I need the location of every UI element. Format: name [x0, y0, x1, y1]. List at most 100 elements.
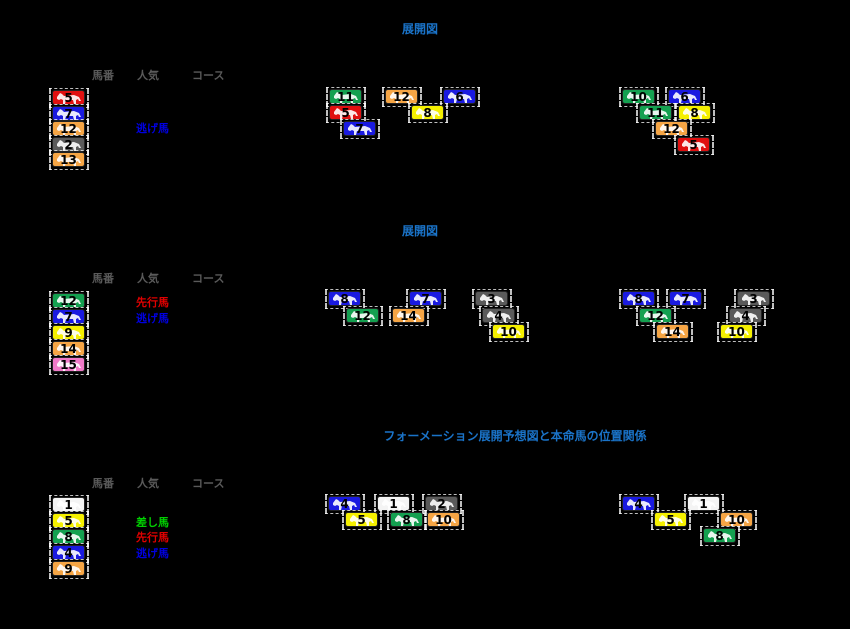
- horse-number: 7: [681, 292, 690, 306]
- horse-number: 5: [64, 91, 73, 105]
- header-course: コース: [192, 69, 225, 82]
- horse-badge-8: 8: [619, 289, 659, 309]
- horse-icon: [57, 500, 81, 511]
- header-popularity: 人気: [137, 69, 159, 82]
- horse-badge-10: 10: [717, 510, 757, 530]
- horse-badge-5: 5: [651, 510, 691, 530]
- horse-icon: [57, 296, 81, 307]
- horse-icon: [57, 548, 81, 559]
- horse-number: 1: [64, 498, 73, 512]
- horse-icon: [627, 92, 651, 103]
- horse-number: 10: [728, 325, 745, 339]
- horse-icon: [673, 92, 697, 103]
- horse-number: 6: [455, 90, 464, 104]
- horse-number: 14: [60, 342, 77, 356]
- horse-badge-9: 9: [49, 323, 89, 343]
- header-popularity: 人気: [137, 272, 159, 285]
- horse-icon: [57, 312, 81, 323]
- horse-icon: [57, 360, 81, 371]
- horse-number: 12: [663, 122, 680, 136]
- horse-badge-1: 1: [49, 495, 89, 515]
- section-2-title: 展開図: [401, 224, 439, 238]
- header-course: コース: [192, 272, 225, 285]
- horse-badge-6: 6: [440, 87, 480, 107]
- horse-badge-14: 14: [653, 322, 693, 342]
- horse-badge-3: 3: [472, 289, 512, 309]
- horse-number: 2: [64, 138, 73, 152]
- horse-number: 8: [340, 292, 349, 306]
- horse-badge-8: 8: [408, 103, 448, 123]
- horse-badge-5: 5: [342, 510, 382, 530]
- horse-badge-10: 10: [717, 322, 757, 342]
- horse-badge-10: 10: [424, 510, 464, 530]
- horse-icon: [734, 311, 758, 322]
- horse-icon: [480, 294, 504, 305]
- horse-number: 10: [630, 90, 647, 104]
- horse-number: 4: [340, 497, 349, 511]
- horse-badge-7: 7: [406, 289, 446, 309]
- horse-number: 5: [341, 106, 350, 120]
- horse-number: 7: [64, 310, 73, 324]
- horse-number: 5: [64, 514, 73, 528]
- horse-badge-7: 7: [49, 104, 89, 124]
- horse-icon: [497, 327, 521, 338]
- horse-icon: [57, 328, 81, 339]
- horse-icon: [57, 109, 81, 120]
- horse-number: 8: [423, 106, 432, 120]
- horse-number: 10: [435, 513, 452, 527]
- horse-number: 3: [487, 292, 496, 306]
- horse-icon: [348, 124, 372, 135]
- horse-badge-1: 1: [374, 494, 414, 514]
- header-course: コース: [192, 477, 225, 490]
- horse-badge-4: 4: [49, 543, 89, 563]
- horse-number: 1: [389, 497, 398, 511]
- header-horse-number: 馬番: [92, 272, 114, 285]
- horse-badge-12: 12: [652, 119, 692, 139]
- horse-icon: [333, 294, 357, 305]
- horse-number: 12: [647, 309, 664, 323]
- horse-badge-5: 5: [674, 135, 714, 155]
- horse-number: 7: [421, 292, 430, 306]
- horse-number: 12: [354, 309, 371, 323]
- horse-icon: [57, 516, 81, 527]
- horse-icon: [683, 108, 707, 119]
- horse-badge-5: 5: [49, 511, 89, 531]
- horse-icon: [644, 108, 668, 119]
- horse-number: 12: [60, 294, 77, 308]
- horse-number: 5: [689, 138, 698, 152]
- horse-number: 11: [337, 90, 354, 104]
- horse-icon: [397, 311, 421, 322]
- section-1-title: 展開図: [401, 22, 439, 36]
- horse-badge-12: 12: [382, 87, 422, 107]
- section-3-title: フォーメーション展開予想図と本命馬の位置関係: [383, 429, 647, 443]
- horse-icon: [57, 532, 81, 543]
- horse-icon: [432, 515, 456, 526]
- horse-icon: [430, 499, 454, 510]
- horse-badge-7: 7: [666, 289, 706, 309]
- horse-number: 15: [60, 358, 77, 372]
- horse-badge-7: 7: [49, 307, 89, 327]
- tag-stalker: 先行馬: [136, 531, 169, 544]
- horse-icon: [334, 92, 358, 103]
- horse-badge-14: 14: [389, 306, 429, 326]
- horse-number: 6: [680, 90, 689, 104]
- horse-number: 12: [393, 90, 410, 104]
- horse-badge-11: 11: [326, 87, 366, 107]
- horse-icon: [333, 499, 357, 510]
- horse-badge-8: 8: [325, 289, 365, 309]
- horse-badge-8: 8: [387, 510, 427, 530]
- horse-badge-2: 2: [49, 135, 89, 155]
- horse-number: 2: [437, 497, 446, 511]
- horse-number: 5: [666, 513, 675, 527]
- horse-number: 7: [355, 122, 364, 136]
- horse-icon: [382, 499, 406, 510]
- header-horse-number: 馬番: [92, 69, 114, 82]
- horse-number: 10: [728, 513, 745, 527]
- horse-icon: [659, 515, 683, 526]
- horse-badge-14: 14: [49, 339, 89, 359]
- horse-number: 4: [741, 309, 750, 323]
- horse-icon: [334, 108, 358, 119]
- horse-icon: [725, 515, 749, 526]
- horse-badge-1: 1: [684, 494, 724, 514]
- tag-front-runner: 逃げ馬: [136, 547, 169, 560]
